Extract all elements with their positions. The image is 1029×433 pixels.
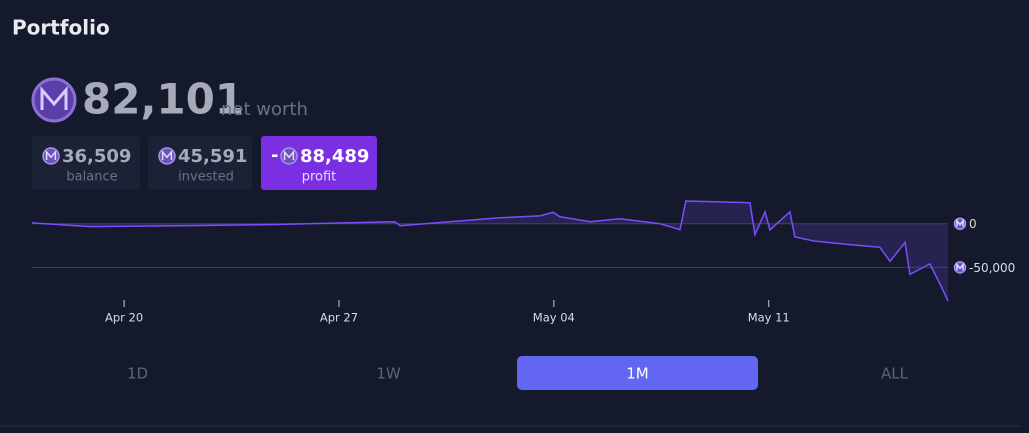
line <box>31 200 949 302</box>
title: Portfolio <box>12 16 110 40</box>
coin-glyph <box>956 218 964 227</box>
net-worth: 82,101 <box>82 75 244 124</box>
tab[interactable]: 1M <box>517 356 758 390</box>
coin-glyph <box>161 149 173 160</box>
tab-label[interactable]: 1M <box>626 365 649 383</box>
stat-value: 45,591 <box>178 146 247 167</box>
y-tick-label: -50,000 <box>969 261 1015 275</box>
coin-icon <box>42 147 60 165</box>
tab[interactable]: 1D <box>17 356 258 390</box>
stat-label: balance <box>66 170 117 185</box>
x-tick-label: Apr 27 <box>320 311 358 325</box>
tab-label[interactable]: 1W <box>376 365 401 383</box>
coin-glyph <box>956 262 964 271</box>
stat-label: profit <box>302 170 337 185</box>
tab[interactable]: 1W <box>268 356 509 390</box>
coin-glyph <box>283 149 295 160</box>
x-tick-label: May 04 <box>533 311 575 325</box>
coin-icon <box>31 77 77 123</box>
coin-glyph <box>45 149 57 160</box>
stat-label: invested <box>178 170 234 185</box>
tab[interactable]: ALL <box>760 356 1001 390</box>
tab-button[interactable] <box>517 356 758 390</box>
stat-value: 36,509 <box>62 146 131 167</box>
stat-sign: - <box>271 145 278 166</box>
stat-box <box>148 136 252 190</box>
stat-box <box>32 136 140 190</box>
tab-label[interactable]: ALL <box>881 365 909 383</box>
x-tick-label: May 11 <box>748 311 790 325</box>
net-worth-label: net worth <box>221 99 308 120</box>
tab-label[interactable]: 1D <box>127 365 148 383</box>
y-tick-label: 0 <box>969 217 977 231</box>
stat-value: 88,489 <box>300 146 369 167</box>
coin-icon <box>158 147 176 165</box>
area-fill <box>32 201 948 301</box>
coin-icon <box>280 147 298 165</box>
x-tick-label: Apr 20 <box>105 311 143 325</box>
